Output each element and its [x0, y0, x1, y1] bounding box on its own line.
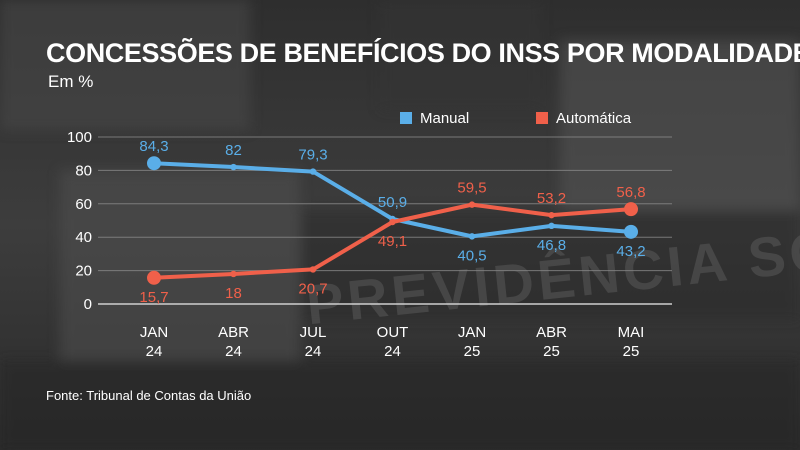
- data-point: [147, 156, 161, 171]
- legend-swatch: [400, 112, 412, 124]
- x-tick-label-year: 25: [464, 343, 481, 360]
- legend-label: Manual: [420, 110, 469, 127]
- data-point: [624, 202, 638, 217]
- x-tick-label-year: 24: [384, 343, 401, 360]
- y-tick-label: 40: [75, 229, 92, 246]
- x-tick-label-year: 24: [305, 343, 322, 360]
- data-point: [624, 224, 638, 239]
- data-label: 49,1: [378, 233, 407, 250]
- data-point: [468, 233, 476, 240]
- x-tick-label-month: JAN: [458, 324, 486, 341]
- data-point: [548, 222, 555, 230]
- data-point: [147, 270, 161, 285]
- data-label: 59,5: [457, 180, 486, 197]
- data-point: [309, 266, 317, 273]
- data-label: 56,8: [616, 184, 645, 201]
- data-point: [548, 211, 555, 219]
- y-tick-label: 100: [67, 129, 92, 146]
- x-tick-label-month: JUL: [300, 324, 327, 341]
- data-point: [230, 163, 237, 171]
- x-tick-label-month: JAN: [140, 324, 168, 341]
- y-tick-label: 60: [75, 196, 92, 213]
- x-tick-label-month: OUT: [377, 324, 409, 341]
- data-label: 18: [225, 285, 242, 302]
- y-tick-label: 20: [75, 263, 92, 280]
- x-tick-label-year: 24: [225, 343, 242, 360]
- data-label: 84,3: [139, 138, 168, 155]
- chart-title: CONCESSÕES DE BENEFÍCIOS DO INSS POR MOD…: [46, 38, 800, 68]
- data-label: 79,3: [298, 147, 327, 164]
- data-point: [389, 218, 396, 226]
- data-point: [309, 168, 317, 175]
- data-label: 53,2: [537, 190, 566, 207]
- x-tick-label-year: 25: [543, 343, 560, 360]
- data-label: 43,2: [616, 243, 645, 260]
- legend-label: Automática: [556, 110, 632, 127]
- data-point: [230, 270, 237, 278]
- data-label: 82: [225, 142, 242, 159]
- data-label: 50,9: [378, 194, 407, 211]
- source-note: Fonte: Tribunal de Contas da União: [46, 388, 252, 403]
- x-tick-label-month: MAI: [618, 324, 645, 341]
- legend-swatch: [536, 112, 548, 124]
- chart-unit-label: Em %: [48, 72, 94, 91]
- x-tick-label-month: ABR: [218, 324, 249, 341]
- data-label: 40,5: [457, 247, 486, 264]
- x-tick-label-year: 25: [623, 343, 640, 360]
- x-tick-label-year: 24: [146, 343, 163, 360]
- data-label: 20,7: [298, 280, 327, 297]
- data-label: 15,7: [139, 289, 168, 306]
- x-tick-label-month: ABR: [536, 324, 567, 341]
- y-tick-label: 80: [75, 162, 92, 179]
- data-label: 46,8: [537, 237, 566, 254]
- data-point: [468, 201, 476, 208]
- y-tick-label: 0: [84, 296, 92, 313]
